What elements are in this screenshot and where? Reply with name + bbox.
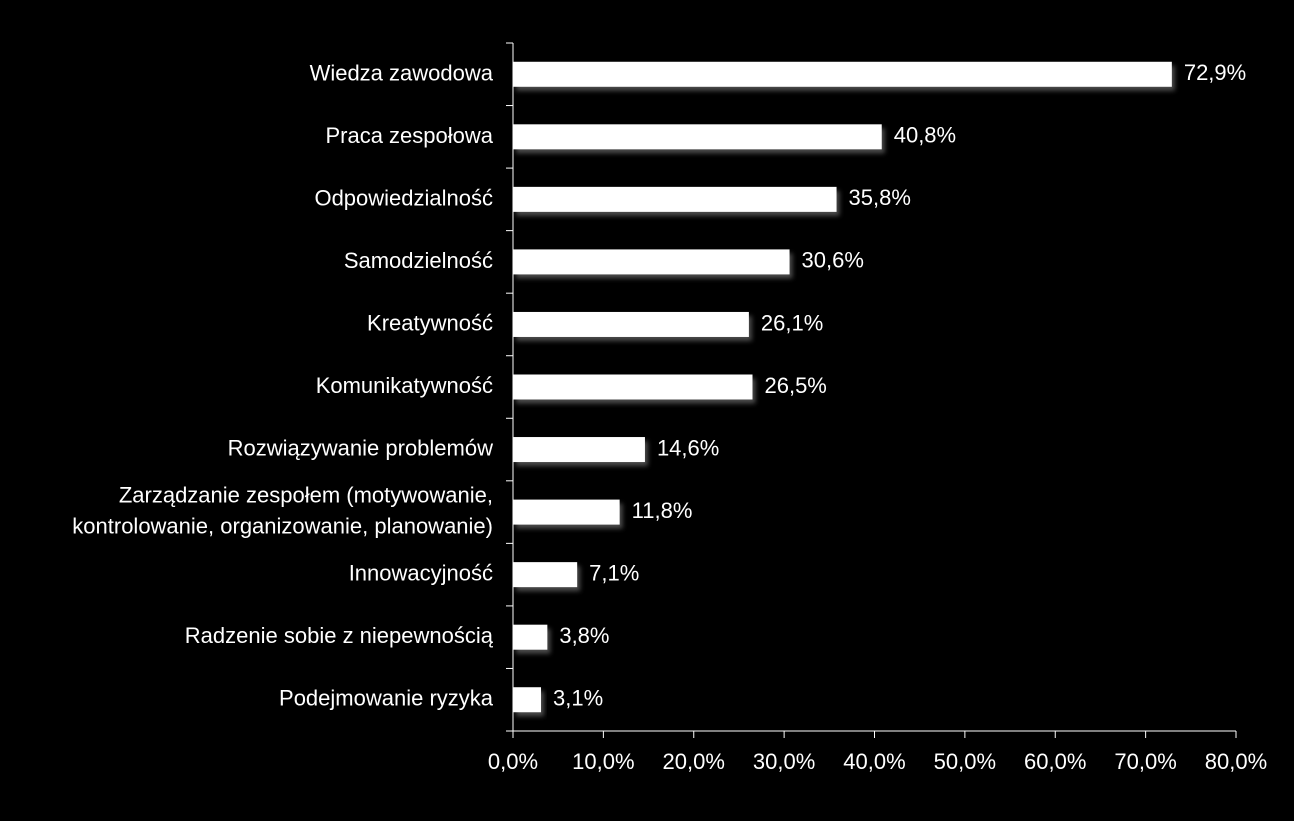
data-label-6: 14,6%: [657, 435, 719, 460]
category-label-line: Rozwiązywanie problemów: [228, 435, 493, 460]
x-tick-label-8: 80,0%: [1205, 749, 1267, 774]
bar-7: [513, 499, 620, 525]
x-tick-label-3: 30,0%: [753, 749, 815, 774]
bar-9: [513, 624, 548, 650]
data-label-0: 72,9%: [1184, 60, 1246, 85]
category-label-9: Radzenie sobie z niepewnością: [185, 623, 494, 648]
data-label-3: 30,6%: [802, 248, 864, 273]
category-label-line: Samodzielność: [344, 248, 493, 273]
category-label-6: Rozwiązywanie problemów: [228, 435, 493, 460]
category-label-line: Komunikatywność: [316, 373, 493, 398]
data-label-8: 7,1%: [589, 560, 639, 585]
x-tick-label-0: 0,0%: [488, 749, 538, 774]
data-label-7: 11,8%: [632, 498, 693, 523]
bars-group: [513, 61, 1172, 713]
bar-2: [513, 186, 837, 212]
category-label-3: Samodzielność: [344, 248, 493, 273]
x-tick-label-2: 20,0%: [663, 749, 725, 774]
category-label-line: Podejmowanie ryzyka: [279, 686, 494, 711]
category-label-10: Podejmowanie ryzyka: [279, 686, 494, 711]
data-label-9: 3,8%: [559, 623, 609, 648]
data-label-10: 3,1%: [553, 686, 603, 711]
category-label-2: Odpowiedzialność: [314, 185, 493, 210]
data-label-1: 40,8%: [894, 123, 956, 148]
category-label-line: Wiedza zawodowa: [310, 60, 494, 85]
bar-4: [513, 311, 749, 337]
bar-6: [513, 437, 645, 463]
category-label-line: Zarządzanie zespołem (motywowanie,: [119, 482, 493, 507]
category-label-4: Kreatywność: [367, 310, 493, 335]
x-tick-label-1: 10,0%: [572, 749, 634, 774]
x-tick-label-7: 70,0%: [1114, 749, 1176, 774]
category-label-line: Radzenie sobie z niepewnością: [185, 623, 494, 648]
axes-group: [506, 42, 1237, 738]
category-label-line: Kreatywność: [367, 310, 493, 335]
data-label-5: 26,5%: [764, 373, 826, 398]
category-label-line: Odpowiedzialność: [314, 185, 493, 210]
category-label-1: Praca zespołowa: [325, 123, 493, 148]
category-label-0: Wiedza zawodowa: [310, 60, 494, 85]
labels-group: Wiedza zawodowa 72,9% Praca zespołowa 40,8%…: [72, 60, 1267, 774]
bar-1: [513, 124, 882, 150]
data-label-4: 26,1%: [761, 310, 823, 335]
data-label-2: 35,8%: [849, 185, 911, 210]
bar-5: [513, 374, 753, 400]
category-label-line: Praca zespołowa: [325, 123, 493, 148]
category-label-line: Innowacyjność: [349, 560, 493, 585]
bar-3: [513, 249, 790, 275]
x-tick-label-4: 40,0%: [843, 749, 905, 774]
x-tick-label-6: 60,0%: [1024, 749, 1086, 774]
category-label-line: kontrolowanie, organizowanie, planowanie…: [72, 513, 493, 538]
x-tick-label-5: 50,0%: [934, 749, 996, 774]
category-label-7: Zarządzanie zespołem (motywowanie, kontro…: [72, 482, 493, 538]
category-label-5: Komunikatywność: [316, 373, 493, 398]
bar-8: [513, 562, 578, 588]
bar-10: [513, 687, 542, 713]
bar-0: [513, 61, 1172, 87]
category-label-8: Innowacyjność: [349, 560, 493, 585]
